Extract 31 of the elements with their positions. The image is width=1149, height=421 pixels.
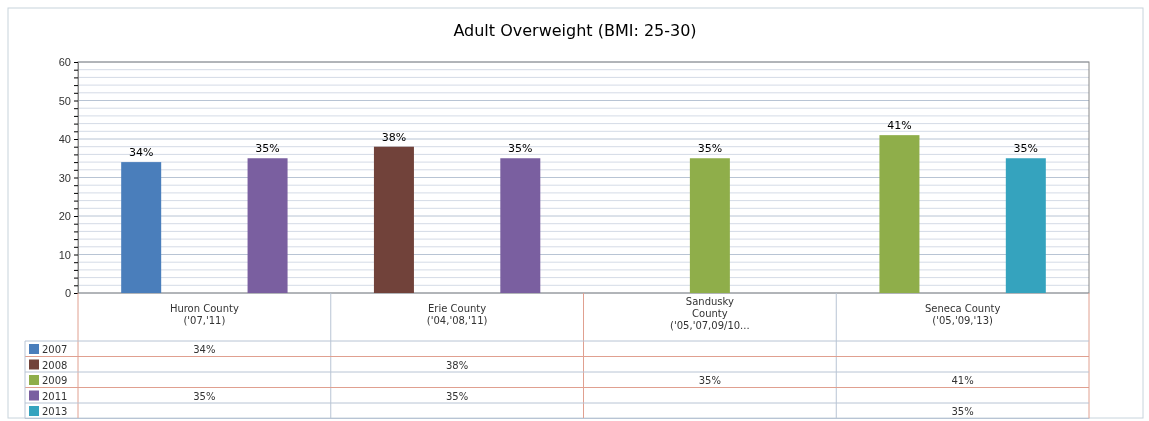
y-tick-label: 50 bbox=[58, 94, 71, 107]
data-label: 38% bbox=[381, 130, 407, 144]
y-tick-label: 30 bbox=[58, 171, 71, 184]
data-label: 35% bbox=[1013, 142, 1039, 156]
chart-title: Adult Overweight (BMI: 25-30) bbox=[453, 21, 697, 40]
text: 35% bbox=[255, 142, 280, 156]
text: 38% bbox=[446, 359, 469, 371]
text: 34% bbox=[193, 344, 216, 355]
x-tick-label: Sandusky County ('05,'07,09/10... bbox=[670, 296, 750, 331]
legend-label: 2007 bbox=[42, 344, 68, 355]
text: 35% bbox=[951, 406, 974, 417]
x-tick-label: Huron County ('07,'11) bbox=[169, 303, 239, 326]
data-label: 35% bbox=[446, 390, 469, 402]
text: 41% bbox=[887, 119, 912, 133]
y-tick-label: 0 bbox=[64, 287, 71, 300]
y-tick-label: 20 bbox=[58, 210, 71, 223]
data-label: 35% bbox=[698, 375, 721, 386]
legend-label: 2011 bbox=[42, 390, 68, 402]
data-label: 35% bbox=[193, 390, 216, 402]
legend-label: 2013 bbox=[42, 406, 68, 417]
y-tick-label: 10 bbox=[58, 248, 71, 261]
x-tick-label: Seneca County ('05,'09,'13) bbox=[924, 303, 1001, 326]
x-tick-label: Erie County ('04,'08,'11) bbox=[426, 303, 488, 326]
data-label: 41% bbox=[951, 375, 974, 386]
legend-label: 2009 bbox=[42, 375, 68, 386]
text: 35% bbox=[697, 142, 723, 156]
y-tick-label: 60 bbox=[58, 56, 71, 69]
legend-label: 2008 bbox=[42, 359, 68, 371]
text: 35% bbox=[508, 142, 533, 156]
data-label: 34% bbox=[128, 146, 154, 160]
y-tick-label: 40 bbox=[58, 133, 71, 146]
